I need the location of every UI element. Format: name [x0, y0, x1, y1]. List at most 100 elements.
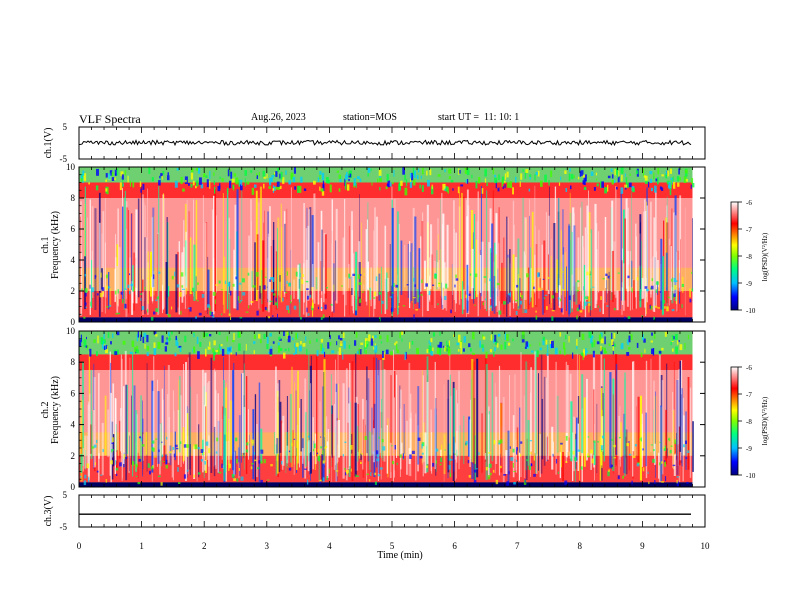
spectrogram-streak	[675, 215, 677, 296]
spectrogram-streak	[381, 266, 382, 314]
spectrogram-speckle	[319, 173, 321, 180]
spectrogram-streak	[692, 218, 693, 291]
spectrogram-speckle	[578, 304, 581, 310]
x-tick-label: 4	[327, 541, 332, 551]
spectrogram-speckle	[630, 334, 633, 340]
spectrogram-speckle	[140, 437, 143, 442]
spectrogram-speckle	[643, 338, 646, 343]
spectrogram-streak	[577, 423, 579, 471]
spectrogram-speckle	[201, 294, 205, 298]
spectrogram-streak	[462, 286, 465, 310]
spectrogram-streak	[371, 407, 373, 473]
spectrogram-speckle	[133, 286, 135, 292]
spectrogram-streak	[500, 402, 503, 473]
voltage-trace	[78, 139, 692, 147]
spectrogram-speckle	[494, 177, 498, 184]
spectrogram-speckle	[432, 347, 434, 355]
spectrogram-streak	[246, 376, 248, 474]
spectrogram-speckle	[328, 468, 330, 474]
spectrogram-speckle	[649, 304, 651, 309]
spectrogram-speckle	[162, 460, 165, 463]
spectrogram-streak	[323, 233, 326, 294]
spectrogram-speckle	[370, 338, 374, 346]
spectrogram-speckle	[373, 291, 377, 297]
spectrogram-speckle	[316, 338, 318, 342]
spectrogram-speckle	[500, 344, 503, 350]
spectrogram-streak	[183, 247, 185, 297]
spectrogram-speckle	[617, 272, 620, 274]
spectrogram-speckle	[679, 177, 681, 181]
spectrogram-streak	[126, 384, 128, 454]
spectrogram-speckle	[515, 311, 518, 315]
spectrogram-speckle	[256, 175, 258, 179]
spectrogram-streak	[140, 395, 142, 462]
spectrogram-speckle	[359, 298, 362, 303]
spectrogram-speckle	[209, 334, 212, 337]
spectrogram-speckle	[99, 292, 103, 298]
spectrogram-speckle	[551, 340, 554, 348]
spectrogram-streak	[403, 404, 405, 454]
spectrogram-streak	[509, 375, 510, 456]
spectrogram-speckle	[390, 351, 393, 356]
spectrogram-streak	[133, 385, 136, 465]
spectrogram-streak	[458, 370, 460, 470]
spectrogram-speckle	[560, 442, 563, 445]
spectrogram-speckle	[465, 294, 468, 299]
spectrogram-speckle	[368, 479, 371, 482]
spectrogram-speckle	[396, 344, 398, 351]
spectrogram-speckle	[564, 347, 566, 356]
spectrogram-streak	[655, 391, 656, 478]
spectrogram-speckle	[355, 182, 357, 188]
spectrogram-streak	[152, 391, 155, 452]
spectrogram-speckle	[159, 175, 161, 179]
y-tick-label: 4	[71, 255, 76, 265]
spectrogram-streak	[184, 276, 186, 309]
spectrogram-speckle	[664, 445, 667, 449]
spectrogram-streak	[553, 441, 554, 455]
spectrogram-speckle	[684, 169, 688, 174]
spectrogram-streak	[331, 414, 333, 467]
spectrogram-speckle	[512, 448, 515, 453]
spectrogram-speckle	[486, 182, 488, 187]
spectrogram-streak	[125, 229, 128, 300]
spectrogram-streak	[104, 198, 106, 314]
spectrogram-speckle	[149, 470, 151, 475]
spectrogram-streak	[598, 231, 600, 293]
spectrogram-speckle	[560, 308, 563, 313]
spectrogram-speckle	[354, 340, 357, 346]
spectrogram-streak	[543, 240, 546, 313]
spectrogram-streak	[226, 382, 227, 475]
spectrogram-speckle	[270, 346, 273, 349]
spectrogram-speckle	[670, 180, 672, 188]
spectrogram-speckle	[409, 172, 412, 179]
spectrogram-streak	[620, 422, 622, 457]
spectrogram-streak	[414, 216, 417, 304]
y-tick-label: 6	[71, 388, 76, 398]
spectrogram-speckle	[260, 339, 262, 344]
spectrogram-streak	[668, 238, 670, 306]
spectrogram-speckle	[395, 284, 399, 288]
spectrogram-streak	[588, 212, 591, 306]
spectrogram-streak	[321, 229, 323, 292]
spectrogram-speckle	[577, 280, 580, 283]
spectrogram-speckle	[440, 457, 443, 463]
spectrogram-speckle	[372, 297, 376, 299]
spectrogram-streak	[512, 415, 515, 478]
spectrogram-speckle	[295, 271, 298, 277]
spectrogram-streak	[440, 449, 442, 456]
spectrogram-speckle	[372, 335, 374, 341]
spectrogram-streak	[277, 217, 280, 296]
spectrogram-speckle	[212, 348, 215, 353]
spectrogram-speckle	[162, 171, 165, 175]
spectrogram-streak	[628, 443, 630, 471]
spectrogram-speckle	[642, 467, 645, 472]
spectrogram-streak	[466, 189, 469, 301]
spectrogram-streak	[361, 222, 362, 299]
spectrogram-streak	[132, 265, 134, 292]
spectrogram-streak	[539, 278, 541, 290]
spectrogram-streak	[223, 379, 225, 481]
spectrogram-speckle	[307, 295, 309, 300]
spectrogram-speckle	[153, 456, 157, 458]
spectrogram-streak	[348, 225, 350, 316]
spectrogram-streak	[331, 244, 333, 313]
